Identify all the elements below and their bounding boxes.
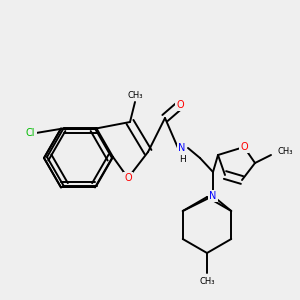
Text: CH₃: CH₃ — [277, 146, 292, 155]
Text: N: N — [178, 143, 186, 153]
Text: N: N — [209, 191, 217, 201]
Text: Cl: Cl — [26, 128, 35, 138]
Text: H: H — [178, 155, 185, 164]
Text: CH₃: CH₃ — [127, 91, 143, 100]
Text: O: O — [240, 142, 248, 152]
Text: O: O — [124, 173, 132, 183]
Text: CH₃: CH₃ — [199, 277, 215, 286]
Text: O: O — [176, 100, 184, 110]
